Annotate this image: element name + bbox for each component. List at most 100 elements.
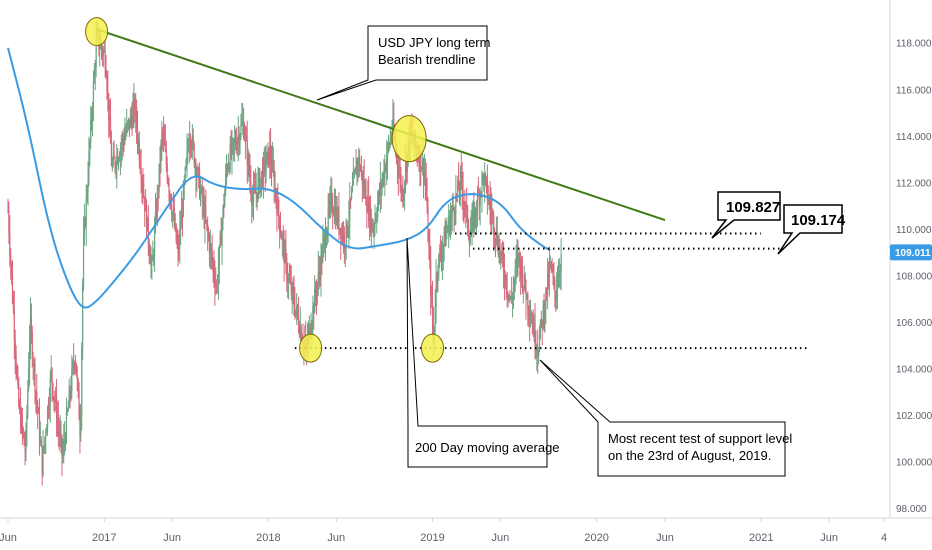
candle-body <box>137 140 140 142</box>
candle-body <box>19 406 22 430</box>
candle-body <box>530 319 533 324</box>
candle-body <box>264 158 266 172</box>
highlight-circle <box>299 333 323 363</box>
candle-body <box>38 413 41 441</box>
candle-body <box>261 171 263 179</box>
candle-body <box>246 139 248 166</box>
candle-body <box>427 205 429 241</box>
candle-body <box>58 428 60 436</box>
candle-body <box>525 289 527 300</box>
candle-body <box>489 199 491 207</box>
candle-body <box>475 208 477 215</box>
candle-body <box>191 135 193 149</box>
candle-body <box>406 151 408 173</box>
support-callout: Most recent test of support level on the… <box>539 359 792 477</box>
price-axis-label: 100.000 <box>896 458 932 469</box>
candle-body <box>378 192 381 196</box>
candle-body <box>537 349 539 357</box>
candle-body <box>267 147 269 153</box>
candle-body <box>511 296 513 301</box>
candle-body <box>109 117 112 144</box>
candle-body <box>399 174 401 176</box>
candle-body <box>493 214 495 235</box>
candle-body <box>205 209 207 221</box>
candle-body <box>224 191 226 207</box>
candle-body <box>342 233 345 240</box>
candle-body <box>498 245 500 255</box>
candle-body <box>285 248 287 259</box>
candle-body <box>454 212 456 215</box>
candle-body <box>514 267 516 281</box>
candle-body <box>455 193 457 213</box>
candle-body <box>443 230 445 245</box>
candle-body <box>42 447 44 475</box>
candle-body <box>482 174 484 176</box>
candle-body <box>168 183 170 193</box>
time-axis-label: 2020 <box>584 532 608 544</box>
candle-body <box>214 276 216 287</box>
candle-body <box>63 440 65 453</box>
candle-body <box>225 168 228 175</box>
candle-body <box>554 279 556 292</box>
time-axis-label: Jun <box>327 532 345 544</box>
candle-body <box>389 138 391 146</box>
candle-body <box>493 234 496 239</box>
candle-body <box>531 323 533 325</box>
candle-body <box>502 249 504 260</box>
candle-body <box>422 158 424 169</box>
level-label-109174: 109.174 <box>777 204 846 255</box>
candle-body <box>262 159 265 184</box>
candle-body <box>254 189 256 194</box>
candle-body <box>479 192 481 206</box>
candle-body <box>161 133 163 144</box>
candle-body <box>200 188 202 191</box>
candle-body <box>76 375 78 380</box>
last-price-label: 109.011 <box>895 248 931 259</box>
candle-body <box>39 439 41 441</box>
candle-body <box>549 261 551 266</box>
candle-body <box>350 197 352 199</box>
time-axis-label: 2019 <box>420 532 444 544</box>
candle-body <box>534 321 536 346</box>
candle-body <box>404 163 407 183</box>
moving-average-callout-line-1: 200 Day moving average <box>415 440 560 455</box>
candle-body <box>46 407 49 428</box>
candle-body <box>147 216 149 244</box>
candle-body <box>212 261 214 265</box>
candle-body <box>472 210 474 217</box>
candle-body <box>179 229 181 249</box>
candle-body <box>397 165 399 176</box>
candle-body <box>524 274 526 290</box>
candle-body <box>207 223 209 233</box>
candle-body <box>131 118 133 127</box>
candle-body <box>314 289 317 295</box>
candle-body <box>333 206 336 216</box>
candle-body <box>245 135 247 140</box>
candle-body <box>72 361 74 368</box>
candle-body <box>193 144 195 165</box>
trendline-callout-box <box>316 25 488 101</box>
candle-body <box>368 196 370 221</box>
price-axis-label: 102.000 <box>896 411 932 422</box>
time-axis-label: 2017 <box>92 532 116 544</box>
candle-body <box>121 137 123 146</box>
candle-body <box>451 204 453 213</box>
candle-body <box>540 319 542 321</box>
candle-body <box>215 284 217 287</box>
level-label-109827-text: 109.827 <box>726 199 780 216</box>
candle-body <box>51 368 53 384</box>
candle-body <box>484 175 486 186</box>
candle-body <box>507 292 509 298</box>
candle-body <box>60 434 62 437</box>
candle-body <box>461 174 463 190</box>
candle-body <box>37 402 39 413</box>
candle-body <box>325 239 327 246</box>
candle-body <box>288 278 291 282</box>
time-axis-label: Jun <box>0 532 17 544</box>
candle-body <box>270 162 273 171</box>
candle-body <box>211 251 213 262</box>
candle-body <box>292 285 294 293</box>
candle-body <box>426 197 428 206</box>
candle-body <box>248 156 250 173</box>
